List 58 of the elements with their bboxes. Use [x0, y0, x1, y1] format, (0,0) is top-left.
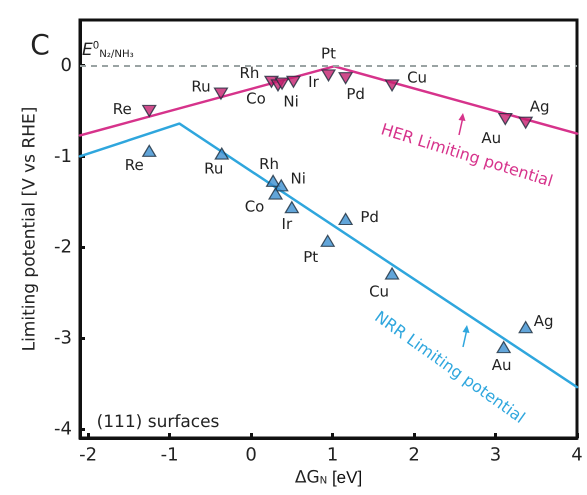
x-tick-label: 3 [490, 444, 502, 466]
annotation: Ru [191, 78, 211, 96]
annotation: Co [244, 198, 264, 216]
x-axis-title: ΔGN [eV] [294, 467, 362, 488]
annotation: Ir [282, 215, 293, 234]
x-tick-label: 2 [408, 444, 420, 466]
point [321, 69, 336, 82]
point [274, 78, 290, 90]
annotation: Pd [360, 208, 379, 226]
annotation: Re [112, 100, 132, 118]
annotation: Co [246, 89, 266, 108]
point [274, 179, 288, 192]
point [496, 341, 511, 354]
y-axis-title: Limiting potential [V vs RHE] [20, 106, 40, 352]
x-tick-label: -1 [160, 444, 179, 466]
point [320, 234, 335, 247]
annotation: Ru [204, 160, 224, 178]
point [286, 76, 301, 88]
point [384, 79, 400, 92]
y-tick-label: -4 [54, 418, 72, 440]
annotation: Au [492, 356, 512, 374]
point [384, 267, 400, 280]
annotation: Au [481, 129, 502, 148]
y-tick-label: 0 [60, 54, 72, 76]
y-tick-label: -2 [54, 236, 72, 258]
x-tick-label: 0 [245, 444, 257, 466]
annotation: Pd [346, 85, 365, 104]
point [518, 116, 533, 129]
annotation: Ni [290, 169, 306, 188]
annotation: Pt [321, 44, 336, 62]
x-tick-label: 1 [326, 444, 338, 466]
text: C [30, 28, 50, 62]
point [338, 72, 353, 84]
y-tick-label: -3 [54, 328, 72, 349]
annotation: Cu [369, 282, 390, 301]
point [284, 201, 299, 214]
point [518, 321, 533, 334]
point [214, 88, 228, 100]
point [338, 212, 353, 226]
y-tick-label: -1 [54, 146, 72, 167]
point [266, 174, 280, 187]
annotation: Re [124, 156, 144, 174]
annotation: Rh [259, 154, 280, 173]
annotation: Pt [303, 248, 318, 266]
annotation: Ag [530, 98, 550, 116]
annotation: (111) surfaces [96, 412, 220, 432]
annotation: Ag [534, 312, 554, 330]
point [142, 104, 156, 117]
annotation: Ni [283, 92, 299, 111]
x-tick-label: -2 [79, 444, 98, 466]
point [214, 147, 229, 160]
x-tick-label: 4 [571, 444, 583, 466]
point [142, 144, 156, 157]
annotation: Rh [240, 64, 260, 82]
point [268, 187, 283, 200]
point [498, 112, 512, 126]
annotation: Ir [308, 72, 320, 91]
annotation: Cu [407, 68, 428, 86]
